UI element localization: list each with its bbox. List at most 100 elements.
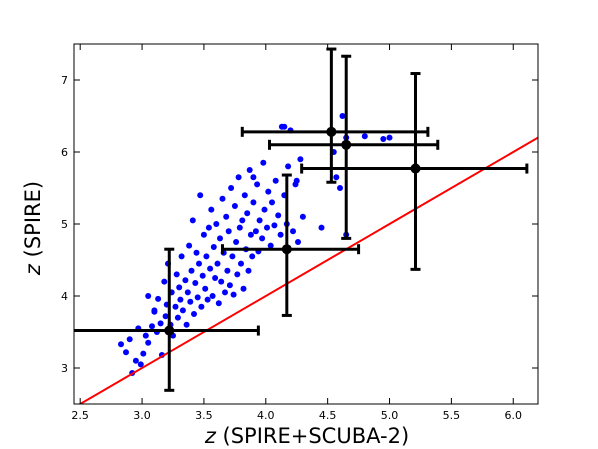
scatter-point [145, 339, 152, 346]
scatter-point [244, 210, 251, 217]
scatter-point [161, 278, 168, 285]
scatter-point [299, 213, 306, 220]
scatter-point [281, 123, 288, 130]
axis-ticks: 2.5 3.0 3.5 4.0 4.5 5.0 5.5 6.0 3 4 5 6 7 [61, 44, 538, 422]
scatter-point [209, 293, 216, 299]
x-axis-label-text: (SPIRE+SCUBA-2) [216, 424, 409, 448]
scatter-point [260, 159, 267, 166]
scatter-point [155, 295, 162, 302]
x-tick-label: 6.0 [505, 409, 523, 422]
scatter-point [250, 174, 257, 181]
scatter-point [222, 289, 228, 296]
scatter-point [246, 167, 253, 173]
scatter-point [192, 280, 199, 286]
scatter-point [223, 213, 230, 220]
scatter-point [149, 323, 155, 330]
scatter-point [225, 228, 232, 235]
scatter-point [235, 174, 242, 181]
scatter-point [272, 177, 279, 184]
scatter-point [151, 307, 158, 314]
scatter-point [250, 199, 257, 206]
scatter-point [264, 224, 270, 231]
scatter-point [252, 228, 259, 235]
scatter-point [142, 332, 149, 339]
scatter-point [179, 307, 186, 314]
scatter-point [238, 260, 244, 267]
y-tick-label: 6 [61, 146, 68, 159]
x-axis-label: z (SPIRE+SCUBA-2) [204, 424, 409, 448]
scatter-point [226, 282, 233, 289]
scatter-point [140, 350, 147, 357]
scatter-point [318, 224, 325, 231]
scatter-point [137, 361, 144, 368]
scatter-point [229, 253, 236, 260]
y-tick-label: 4 [61, 290, 68, 303]
y-axis-label: z (SPIRE) [21, 181, 45, 276]
scatter-point [187, 298, 194, 305]
scatter-point [231, 203, 238, 209]
x-tick-label: 5.5 [443, 409, 461, 422]
scatter-point [191, 311, 197, 317]
scatter-point [203, 253, 210, 260]
scatter-point [182, 277, 189, 284]
scatter-point [204, 296, 211, 303]
scatter-point [228, 185, 235, 191]
scatter-point [265, 188, 272, 195]
scatter-point [197, 192, 204, 199]
scatter-point [118, 341, 124, 348]
scatter-point [333, 174, 340, 181]
scatter-point [172, 303, 179, 310]
x-tick-label: 4.0 [257, 409, 275, 422]
errorbar-point [300, 72, 529, 271]
scatter-point [176, 284, 183, 291]
errorbar-point [240, 47, 430, 184]
scatter-point [200, 231, 207, 238]
scatter-point [245, 267, 252, 274]
scatter-point [269, 199, 275, 206]
scatter-point [214, 260, 221, 267]
scatter-point [217, 235, 223, 242]
errorbar-marker [164, 325, 175, 336]
scatter-point [194, 294, 201, 301]
scatter-point [188, 267, 195, 274]
x-tick-label: 2.5 [71, 409, 89, 422]
scatter-point [267, 242, 274, 249]
scatter-point [178, 253, 185, 260]
x-tick-label: 5.0 [381, 409, 399, 422]
x-tick-label: 3.0 [133, 409, 151, 422]
scatter-point [241, 192, 248, 199]
scatter-point [212, 275, 219, 281]
scatter-point [275, 212, 282, 219]
errorbar-marker [341, 139, 352, 150]
scatter-point [193, 249, 200, 256]
scatter-point [240, 285, 247, 292]
y-axis-label-text: (SPIRE) [21, 181, 45, 264]
errorbar-point [74, 247, 260, 392]
scatter-point [380, 136, 387, 142]
scatter-point [249, 253, 256, 260]
plot-area [74, 47, 538, 404]
scatter-point [162, 313, 169, 320]
y-tick-label: 5 [61, 218, 68, 231]
scatter-point [239, 217, 246, 224]
scatter-point [132, 357, 139, 364]
scatter-point [256, 217, 263, 224]
scatter-point [198, 303, 205, 310]
scatter-point [285, 163, 292, 170]
scatter-point [293, 177, 300, 184]
scatter-point [236, 224, 243, 231]
scatter-point [186, 242, 193, 249]
scatter-point [233, 239, 240, 245]
scatter-point [213, 221, 220, 227]
scatter-point [290, 228, 296, 235]
scatter-point [145, 293, 152, 299]
y-axis-label-var: z [21, 263, 45, 276]
scatter-point [295, 239, 301, 245]
scatter-point [361, 133, 368, 140]
one-to-one-line [78, 136, 538, 404]
scatter-point [177, 296, 184, 303]
errorbar-point [267, 54, 440, 240]
scatter-point [337, 185, 343, 191]
scatter-point [234, 271, 241, 278]
